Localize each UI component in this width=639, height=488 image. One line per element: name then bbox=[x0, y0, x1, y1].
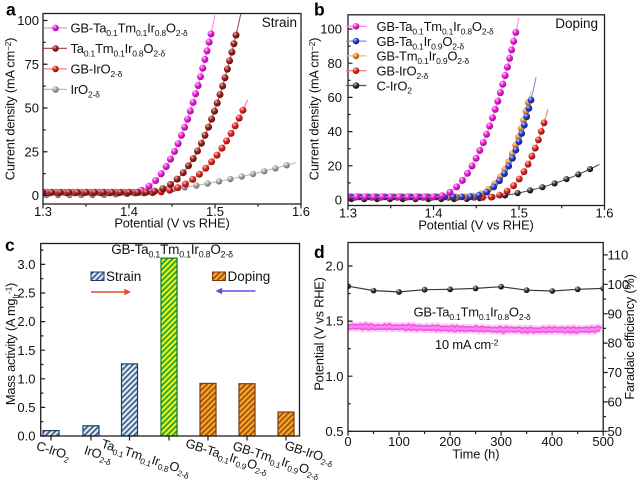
svg-text:500: 500 bbox=[592, 434, 614, 449]
svg-text:50: 50 bbox=[608, 424, 622, 439]
svg-text:Strain: Strain bbox=[262, 15, 297, 30]
svg-text:Ta0.1​Tm0.1​Ir0.8​O2-δ​: Ta0.1​Tm0.1​Ir0.8​O2-δ​ bbox=[99, 436, 193, 481]
svg-text:2.0: 2.0 bbox=[325, 259, 343, 274]
svg-text:90: 90 bbox=[608, 306, 622, 321]
svg-text:0.0: 0.0 bbox=[17, 429, 35, 444]
svg-text:Doping: Doping bbox=[228, 269, 271, 284]
svg-text:10 mA cm-2​: 10 mA cm-2​ bbox=[435, 337, 499, 352]
svg-text:400: 400 bbox=[541, 434, 563, 449]
svg-text:1.4: 1.4 bbox=[424, 206, 442, 221]
svg-text:Current density (mA cm−2​): Current density (mA cm−2​) bbox=[3, 38, 18, 180]
svg-text:IrO2-δ​: IrO2-δ​ bbox=[71, 82, 101, 99]
svg-text:Doping: Doping bbox=[555, 16, 598, 31]
svg-text:25: 25 bbox=[25, 144, 39, 159]
svg-text:2.0: 2.0 bbox=[17, 314, 35, 329]
svg-text:60: 60 bbox=[608, 395, 622, 410]
svg-text:1.5: 1.5 bbox=[510, 206, 528, 221]
svg-text:1.5: 1.5 bbox=[206, 204, 224, 219]
svg-text:1.4: 1.4 bbox=[120, 204, 138, 219]
svg-text:C-IrO2​: C-IrO2​ bbox=[377, 78, 413, 95]
svg-text:Potential (V vs RHE): Potential (V vs RHE) bbox=[114, 216, 229, 231]
svg-text:0: 0 bbox=[32, 188, 39, 203]
svg-text:3.0: 3.0 bbox=[17, 257, 35, 272]
svg-text:80: 80 bbox=[328, 56, 342, 71]
svg-text:b: b bbox=[314, 0, 325, 20]
svg-text:50: 50 bbox=[25, 101, 39, 116]
svg-text:20: 20 bbox=[328, 158, 342, 173]
svg-text:GB-IrO2-δ​: GB-IrO2-δ​ bbox=[377, 64, 429, 81]
svg-text:1.5: 1.5 bbox=[325, 314, 343, 329]
svg-text:c: c bbox=[5, 235, 15, 255]
svg-text:40: 40 bbox=[328, 124, 342, 139]
svg-text:100: 100 bbox=[608, 277, 630, 292]
svg-text:1.0: 1.0 bbox=[17, 371, 35, 386]
svg-text:0.5: 0.5 bbox=[17, 400, 35, 415]
svg-text:Faradaic efficiency (%): Faradaic efficiency (%) bbox=[622, 274, 637, 399]
svg-text:100: 100 bbox=[388, 434, 410, 449]
svg-text:0: 0 bbox=[344, 434, 351, 449]
svg-text:IrO2-δ​: IrO2-δ​ bbox=[82, 442, 115, 467]
svg-text:80: 80 bbox=[608, 336, 622, 351]
svg-text:GB-Ta0.1​Tm0.1​Ir0.8​O2-δ​: GB-Ta0.1​Tm0.1​Ir0.8​O2-δ​ bbox=[71, 21, 189, 38]
svg-text:75: 75 bbox=[25, 57, 39, 72]
svg-text:Potential (V vs RHE): Potential (V vs RHE) bbox=[312, 277, 327, 390]
svg-text:Mass activity (A mgIr​-1​): Mass activity (A mgIr​-1​) bbox=[3, 283, 20, 405]
svg-text:1.3: 1.3 bbox=[339, 206, 357, 221]
svg-text:70: 70 bbox=[608, 365, 622, 380]
svg-text:2.5: 2.5 bbox=[17, 286, 35, 301]
svg-text:Ta0.1​Tm0.1​Ir0.8​O2-δ​: Ta0.1​Tm0.1​Ir0.8​O2-δ​ bbox=[71, 41, 166, 58]
svg-text:Time (h): Time (h) bbox=[452, 447, 499, 462]
svg-text:0.5: 0.5 bbox=[325, 424, 343, 439]
svg-text:1.3: 1.3 bbox=[34, 204, 52, 219]
svg-text:Current density (mA cm−2​): Current density (mA cm−2​) bbox=[307, 38, 322, 180]
svg-text:GB-Ta0.1​Tm0.1​Ir0.8​O2-δ​: GB-Ta0.1​Tm0.1​Ir0.8​O2-δ​ bbox=[377, 19, 495, 36]
svg-text:Strain: Strain bbox=[106, 269, 141, 284]
svg-text:110: 110 bbox=[608, 248, 629, 263]
svg-text:100: 100 bbox=[320, 22, 342, 37]
svg-text:200: 200 bbox=[439, 434, 461, 449]
svg-text:100: 100 bbox=[17, 13, 39, 28]
svg-text:1.6: 1.6 bbox=[595, 206, 613, 221]
svg-text:a: a bbox=[6, 0, 16, 20]
svg-text:0: 0 bbox=[335, 193, 342, 208]
svg-text:Potential (V vs RHE): Potential (V vs RHE) bbox=[418, 218, 533, 233]
svg-text:1.0: 1.0 bbox=[325, 369, 343, 384]
svg-text:1.5: 1.5 bbox=[17, 343, 35, 358]
svg-text:GB-Ta0.1​Ir0.9​O2-δ​: GB-Ta0.1​Ir0.9​O2-δ​ bbox=[377, 34, 465, 51]
svg-text:300: 300 bbox=[490, 434, 512, 449]
svg-text:60: 60 bbox=[328, 90, 342, 105]
svg-text:GB-Ta0.1​Tm0.1​Ir0.8​O2-δ​: GB-Ta0.1​Tm0.1​Ir0.8​O2-δ​ bbox=[413, 305, 531, 322]
svg-text:1.6: 1.6 bbox=[292, 204, 310, 219]
svg-text:GB-Tm0.1​Ir0.9​O2-δ​: GB-Tm0.1​Ir0.9​O2-δ​ bbox=[377, 49, 470, 66]
svg-text:GB-Ta0.1​Tm0.1​Ir0.8​O2-δ​: GB-Ta0.1​Tm0.1​Ir0.8​O2-δ​ bbox=[111, 242, 233, 260]
svg-text:GB-IrO2-δ​: GB-IrO2-δ​ bbox=[71, 62, 123, 79]
svg-text:d: d bbox=[314, 242, 325, 262]
